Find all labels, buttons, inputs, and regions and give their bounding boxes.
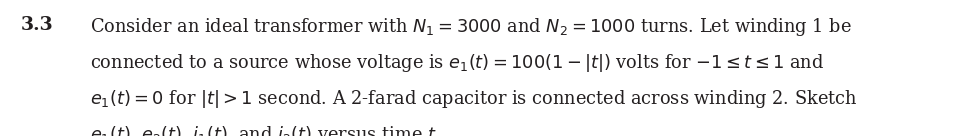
Text: $e_1(t)$, $e_2(t)$, $i_1(t)$, and $i_2(t)$ versus time $t$.: $e_1(t)$, $e_2(t)$, $i_1(t)$, and $i_2(t… (90, 124, 439, 136)
Text: connected to a source whose voltage is $e_1(t) = 100(1 - |t|)$ volts for $-1 \le: connected to a source whose voltage is $… (90, 52, 824, 74)
Text: $e_1(t) = 0$ for $|t| > 1$ second. A 2-farad capacitor is connected across windi: $e_1(t) = 0$ for $|t| > 1$ second. A 2-f… (90, 88, 857, 110)
Text: 3.3: 3.3 (20, 16, 54, 34)
Text: Consider an ideal transformer with $N_1 = 3000$ and $N_2 = 1000$ turns. Let wind: Consider an ideal transformer with $N_1 … (90, 16, 851, 38)
